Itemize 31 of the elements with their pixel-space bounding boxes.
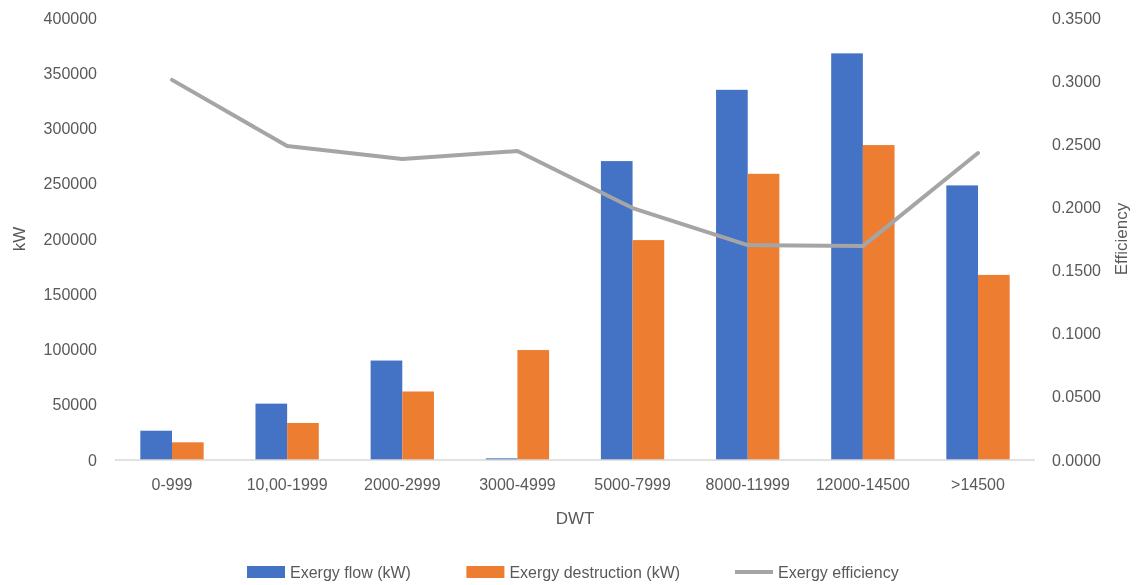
y2-tick-label: 0.2500 [1052, 135, 1102, 153]
y2-tick-label: 0.0500 [1052, 388, 1102, 406]
y-tick-label: 150000 [43, 285, 98, 303]
y-tick-label: 300000 [43, 120, 98, 138]
legend-label: Exergy efficiency [778, 563, 899, 581]
y2-tick-label: 0.3000 [1052, 72, 1102, 90]
y2-tick-label: 0.2000 [1052, 199, 1102, 217]
y-tick-label: 250000 [43, 175, 98, 193]
x-tick-label: 8000-11999 [705, 476, 790, 493]
y-tick-label: 350000 [43, 64, 98, 82]
y2-axis-title: Efficiency [1112, 202, 1131, 276]
x-tick-label: 10,00-1999 [246, 476, 328, 493]
x-tick-label: 5000-7999 [594, 476, 671, 493]
y-tick-label: 0 [88, 451, 98, 469]
x-tick-label: 12000-14500 [815, 476, 911, 493]
x-tick-label: >14500 [951, 476, 1006, 493]
x-tick-label: 0-999 [151, 476, 193, 493]
x-tick-label: 2000-2999 [364, 476, 441, 493]
y-tick-label: 50000 [52, 396, 98, 414]
legend-label: Exergy flow (kW) [290, 563, 411, 581]
legend-label: Exergy destruction (kW) [509, 563, 681, 581]
y2-tick-label: 0.1500 [1052, 262, 1102, 280]
y-tick-label: 400000 [43, 9, 98, 27]
y2-tick-label: 0.3500 [1052, 9, 1102, 27]
x-axis-title: DWT [555, 509, 595, 528]
y2-tick-label: 0.1000 [1052, 325, 1102, 343]
y-tick-label: 200000 [43, 230, 98, 248]
y-tick-label: 100000 [43, 341, 98, 359]
x-tick-label: 3000-4999 [479, 476, 556, 493]
y2-tick-label: 0.0000 [1052, 451, 1102, 469]
y-axis-title: kW [10, 226, 29, 252]
